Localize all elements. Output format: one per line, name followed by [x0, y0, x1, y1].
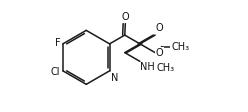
- Text: F: F: [55, 38, 61, 48]
- Text: O: O: [156, 24, 163, 33]
- Text: Cl: Cl: [51, 67, 61, 76]
- Text: CH₃: CH₃: [157, 63, 175, 73]
- Text: N: N: [112, 73, 119, 83]
- Text: O: O: [122, 12, 129, 22]
- Text: O: O: [156, 48, 163, 58]
- Text: NH: NH: [140, 62, 155, 72]
- Text: CH₃: CH₃: [171, 42, 189, 52]
